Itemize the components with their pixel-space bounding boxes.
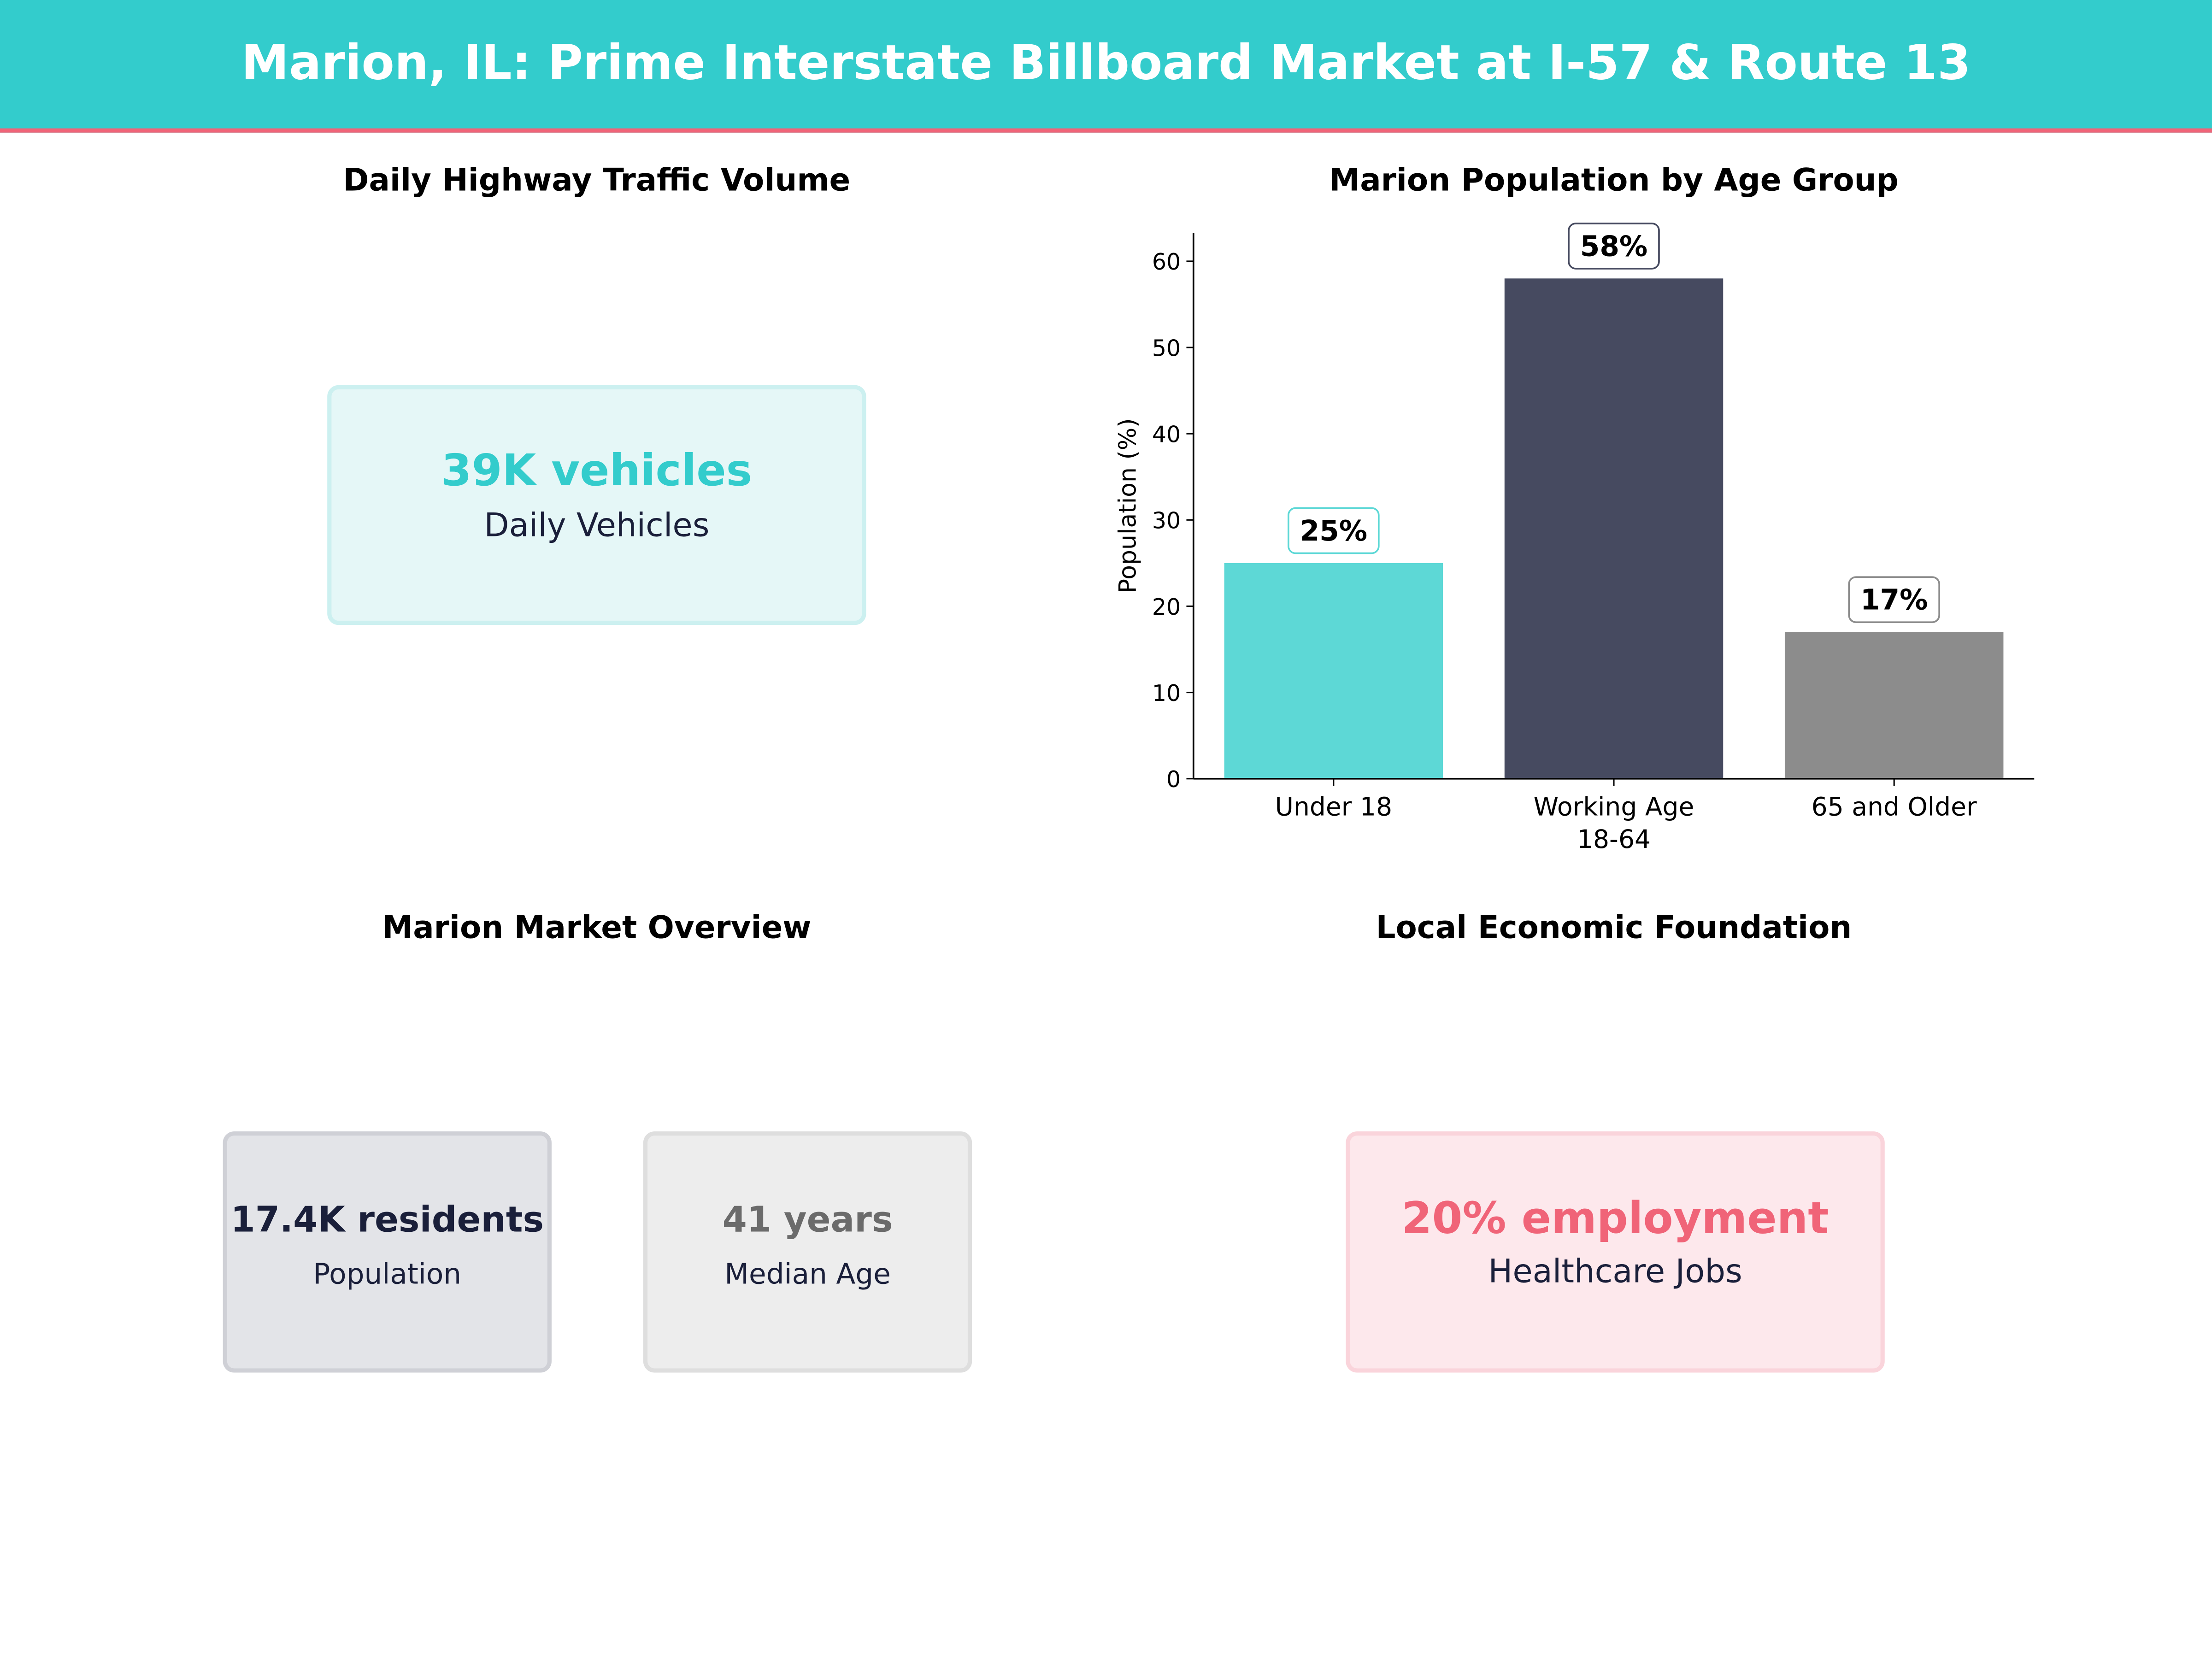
y-tick-label: 50 — [1152, 335, 1181, 361]
y-tick-label: 20 — [1152, 594, 1181, 620]
population-label: Population — [313, 1257, 462, 1291]
data-label-box — [1288, 507, 1380, 554]
y-tick-label: 30 — [1152, 508, 1181, 534]
healthcare-label: Healthcare Jobs — [1488, 1254, 1742, 1291]
x-tick-label: 18-64 — [1577, 824, 1651, 854]
data-label-box — [1568, 223, 1660, 270]
healthcare-card: 20% employment Healthcare Jobs — [1346, 1131, 1885, 1373]
traffic-value: 39K vehicles — [441, 446, 753, 497]
y-tick-label: 60 — [1152, 249, 1181, 275]
median-age-label: Median Age — [724, 1257, 891, 1291]
y-axis-label: Population (%) — [1114, 418, 1141, 593]
healthcare-value: 20% employment — [1401, 1193, 1829, 1244]
x-tick-label: Under 18 — [1275, 792, 1392, 821]
population-card: 17.4K residents Population — [223, 1131, 552, 1373]
overview-panel-title: Marion Market Overview — [382, 911, 812, 947]
median-age-value: 41 years — [722, 1199, 893, 1240]
x-tick-label: 65 and Older — [1812, 792, 1977, 821]
chart-title: Marion Population by Age Group — [1329, 164, 1899, 199]
y-tick-label: 0 — [1166, 766, 1181, 793]
traffic-card: 39K vehicles Daily Vehicles — [327, 385, 866, 625]
economy-panel-title: Local Economic Foundation — [1376, 911, 1852, 947]
data-label-box — [1848, 576, 1940, 624]
header-banner: Marion, IL: Prime Interstate Billboard M… — [0, 0, 2212, 133]
traffic-panel-title: Daily Highway Traffic Volume — [343, 164, 851, 199]
data-label: 58% — [1580, 230, 1648, 263]
traffic-label: Daily Vehicles — [484, 508, 710, 545]
y-tick-label: 40 — [1152, 422, 1181, 448]
bar — [1504, 278, 1724, 779]
data-label: 25% — [1300, 515, 1368, 547]
y-tick-label: 10 — [1152, 680, 1181, 706]
population-value: 17.4K residents — [230, 1199, 544, 1240]
median-age-card: 41 years Median Age — [643, 1131, 972, 1373]
x-tick-label: Working Age — [1534, 792, 1694, 821]
page-title: Marion, IL: Prime Interstate Billboard M… — [241, 35, 1971, 92]
bar — [1784, 632, 2004, 779]
data-label: 17% — [1860, 584, 1928, 617]
bar — [1224, 563, 1443, 779]
